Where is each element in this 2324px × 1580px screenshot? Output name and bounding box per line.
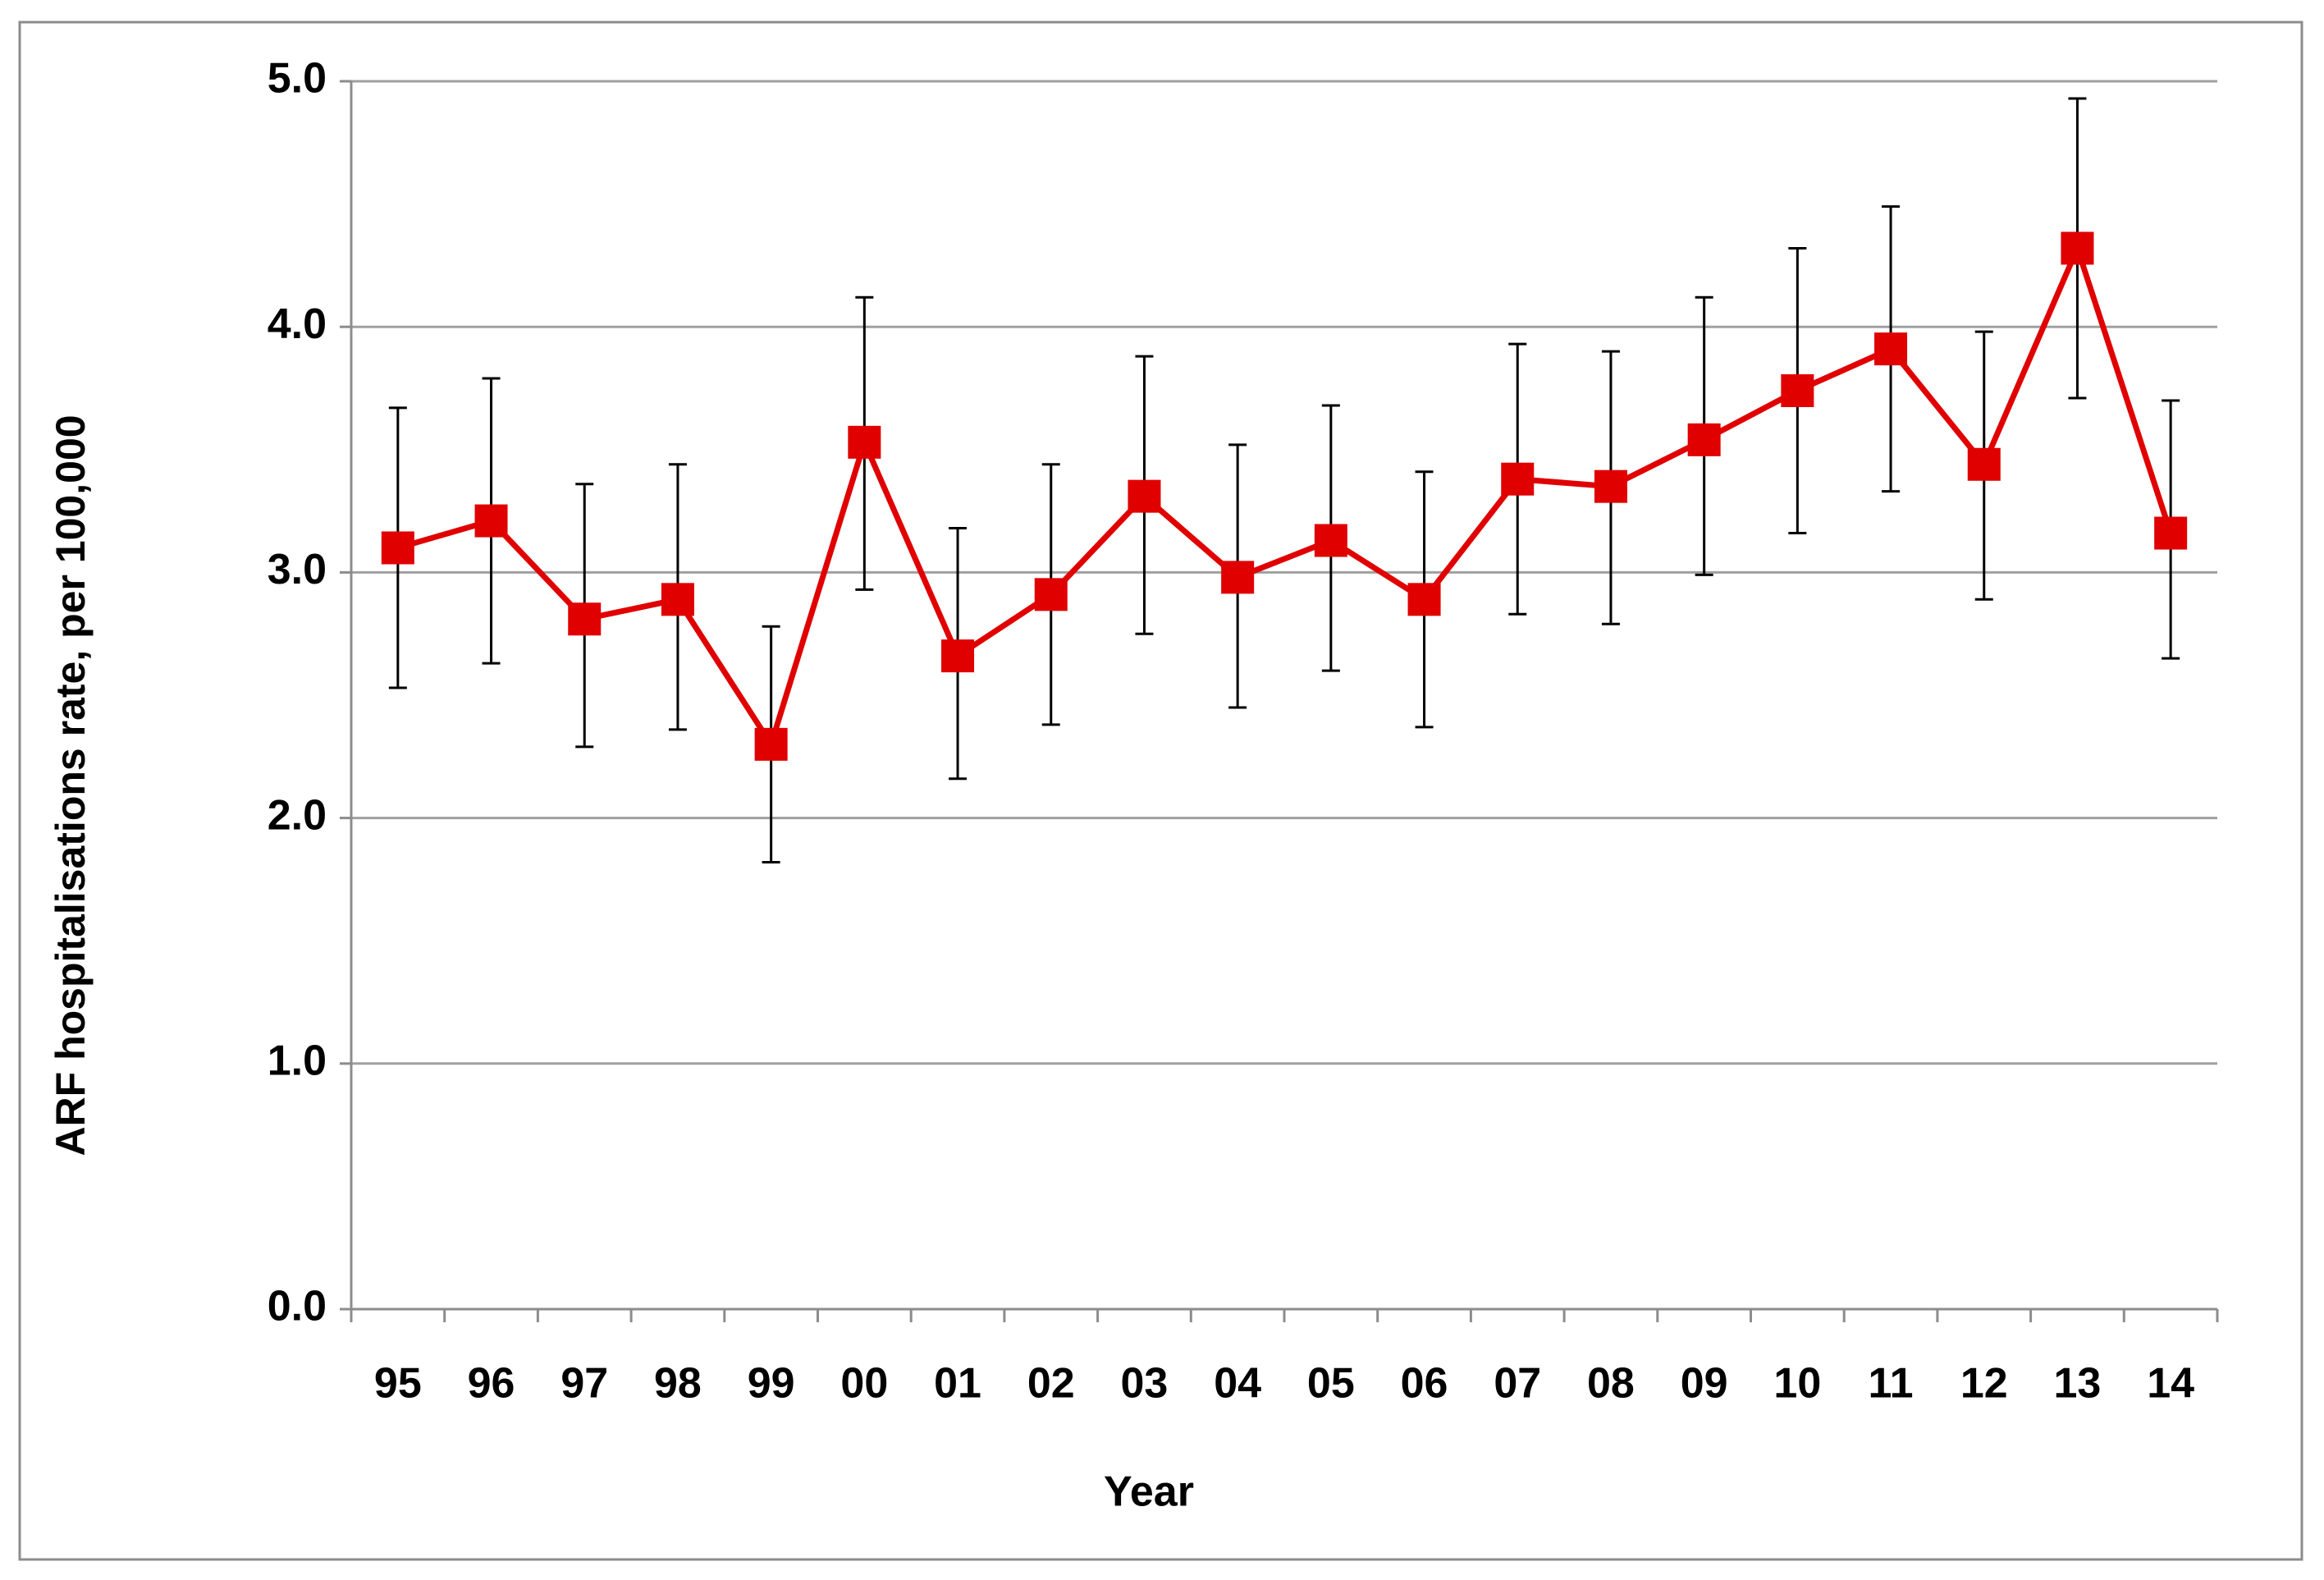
- x-tick-label: 03: [1121, 1360, 1169, 1408]
- marker: [1034, 578, 1068, 611]
- x-tick-label: 05: [1307, 1360, 1355, 1408]
- y-axis-label: ARF hospitalisations rate, per 100,000: [48, 414, 94, 1156]
- x-tick-label: 10: [1773, 1360, 1821, 1408]
- marker: [1128, 479, 1161, 513]
- marker: [474, 504, 508, 538]
- x-tick-label: 07: [1494, 1360, 1541, 1408]
- chart-frame: [18, 21, 2303, 1561]
- x-tick-label: 13: [2054, 1360, 2102, 1408]
- x-tick-label: 97: [560, 1360, 608, 1408]
- x-tick-label: 08: [1587, 1360, 1635, 1408]
- marker: [848, 425, 881, 459]
- y-tick-label: 0.0: [268, 1283, 327, 1330]
- y-tick-label: 4.0: [268, 300, 327, 348]
- marker: [1874, 332, 1908, 366]
- x-tick-label: 09: [1681, 1360, 1728, 1408]
- marker: [2061, 231, 2094, 265]
- marker: [1314, 524, 1347, 557]
- marker: [1687, 423, 1721, 456]
- x-tick-label: 01: [934, 1360, 981, 1408]
- y-tick-label: 5.0: [268, 55, 327, 103]
- marker: [754, 727, 788, 761]
- marker: [941, 639, 975, 673]
- x-axis-label: Year: [1104, 1468, 1194, 1516]
- marker: [1967, 447, 2001, 481]
- marker: [381, 531, 414, 565]
- y-tick-label: 2.0: [268, 791, 327, 839]
- marker: [661, 583, 694, 616]
- marker: [2154, 516, 2188, 550]
- marker: [568, 602, 602, 636]
- y-tick-label: 3.0: [268, 546, 327, 593]
- x-tick-label: 11: [1869, 1360, 1914, 1408]
- y-tick-label: 1.0: [268, 1037, 327, 1085]
- x-tick-label: 98: [654, 1360, 702, 1408]
- x-tick-label: 99: [748, 1360, 795, 1408]
- x-tick-label: 06: [1401, 1360, 1448, 1408]
- x-tick-label: 12: [1960, 1360, 2008, 1408]
- marker: [1781, 373, 1814, 407]
- marker: [1501, 462, 1535, 496]
- x-tick-label: 95: [374, 1360, 422, 1408]
- marker: [1594, 469, 1627, 503]
- x-tick-label: 96: [468, 1360, 515, 1408]
- x-tick-label: 00: [840, 1360, 888, 1408]
- marker: [1221, 561, 1255, 594]
- x-tick-label: 14: [2147, 1360, 2194, 1408]
- marker: [1407, 583, 1441, 616]
- x-tick-label: 02: [1027, 1360, 1075, 1408]
- x-tick-label: 04: [1214, 1360, 1261, 1408]
